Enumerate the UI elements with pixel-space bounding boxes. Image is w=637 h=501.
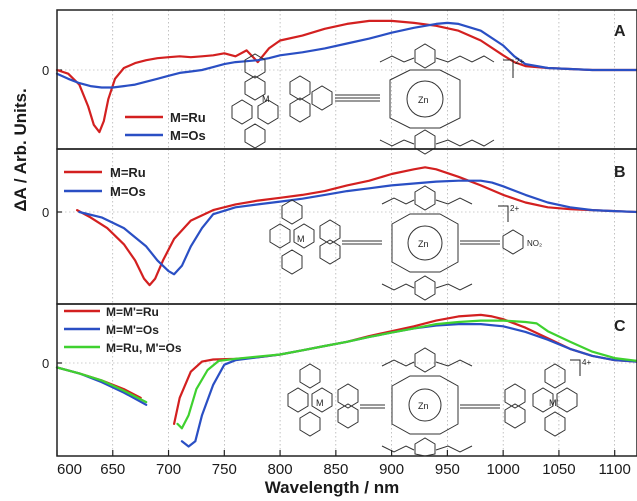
panel-b-charge: 2+ bbox=[510, 204, 519, 213]
series-line-m-ru bbox=[76, 166, 637, 287]
panel-c-curves bbox=[55, 313, 637, 448]
panel-a-frame bbox=[56, 9, 637, 150]
x-tick-label: 850 bbox=[323, 461, 348, 478]
panel-c-letter: C bbox=[614, 318, 626, 335]
panel-c-metal-label: M bbox=[316, 398, 324, 408]
panel-b-nitro-label: NO₂ bbox=[527, 239, 542, 248]
legend-label-os: M=Os bbox=[110, 184, 146, 199]
x-tick-label: 1000 bbox=[486, 461, 519, 478]
panel-b-molecule-structure: M Zn NO₂ 2+ bbox=[269, 185, 542, 301]
legend-label-ru-ru: M=M'=Ru bbox=[106, 305, 159, 319]
x-axis: 600 650 700 750 800 850 900 950 1000 1050 1100 bbox=[56, 450, 631, 478]
series-line-m-ru bbox=[55, 19, 637, 134]
panel-c-metal-prime-label: M' bbox=[549, 398, 558, 408]
x-tick-label: 800 bbox=[268, 461, 293, 478]
panel-b-grid bbox=[56, 149, 637, 304]
panel-b-legend: M=Ru M=Os bbox=[64, 165, 146, 199]
panel-c-zn-label: Zn bbox=[418, 401, 429, 411]
panel-c-charge: 4+ bbox=[582, 358, 591, 367]
panel-b-curves bbox=[76, 166, 637, 287]
panel-c-molecule-structure: M Zn M' 4+ bbox=[287, 347, 591, 457]
legend-label-ru-os: M=Ru, M'=Os bbox=[106, 341, 182, 355]
x-tick-label: 1050 bbox=[542, 461, 575, 478]
panel-a-charge: 2+ bbox=[515, 57, 524, 66]
panel-c-legend: M=M'=Ru M=M'=Os M=Ru, M'=Os bbox=[64, 305, 182, 355]
x-tick-label: 650 bbox=[100, 461, 125, 478]
x-axis-label: Wavelength / nm bbox=[265, 478, 399, 497]
panel-a-legend: M=Ru M=Os bbox=[125, 110, 206, 143]
panel-c-zero-label: 0 bbox=[42, 356, 49, 371]
panel-a: A 0 M=Ru M=Os M bbox=[42, 9, 637, 155]
panel-a-grid bbox=[56, 10, 637, 149]
panel-a-zero-label: 0 bbox=[42, 63, 49, 78]
panel-b-zero-label: 0 bbox=[42, 205, 49, 220]
series-line-m-os bbox=[55, 21, 637, 89]
x-tick-label: 750 bbox=[212, 461, 237, 478]
x-tick-label: 1100 bbox=[599, 461, 631, 478]
legend-label-os-os: M=M'=Os bbox=[106, 323, 159, 337]
panel-a-zn-label: Zn bbox=[418, 95, 429, 105]
panel-b-letter: B bbox=[614, 164, 626, 181]
x-tick-label: 700 bbox=[156, 461, 181, 478]
series-line-m-ru-m-os bbox=[55, 319, 637, 430]
panel-c: C 0 M=M'=Ru M=M'=Os M=Ru, M'=Os bbox=[42, 303, 637, 457]
series-line-m-os bbox=[78, 179, 637, 276]
x-tick-label: 600 bbox=[57, 461, 82, 478]
panel-a-letter: A bbox=[614, 23, 626, 40]
panel-b-metal-label: M bbox=[297, 234, 305, 244]
panel-a-molecule-structure: M Zn 2+ bbox=[231, 43, 524, 155]
x-tick-label: 900 bbox=[379, 461, 404, 478]
panel-b-zn-label: Zn bbox=[418, 239, 429, 249]
panel-c-frame bbox=[56, 303, 637, 457]
panel-a-metal-label: M bbox=[262, 94, 270, 104]
panel-a-curves bbox=[55, 19, 637, 134]
panel-b: B 0 M=Ru M=Os M bbox=[42, 148, 637, 305]
legend-label-ru: M=Ru bbox=[170, 110, 206, 125]
y-axis-label: ΔA / Arb. Units. bbox=[11, 88, 30, 211]
x-tick-label: 950 bbox=[435, 461, 460, 478]
legend-label-ru: M=Ru bbox=[110, 165, 146, 180]
legend-label-os: M=Os bbox=[170, 128, 206, 143]
